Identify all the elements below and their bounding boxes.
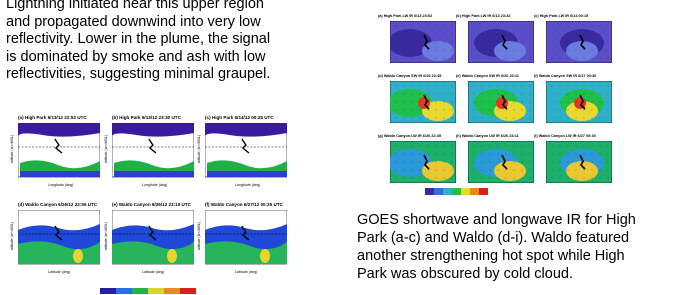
ir-panel — [468, 141, 534, 183]
caption-text: GOES shortwave and longwave IR for High — [357, 212, 636, 229]
y-axis-label: altitude (km MSL) — [104, 222, 108, 250]
panel-title: (b) High Park LW IR 6/13 23:32 — [456, 14, 510, 18]
panel-title: (g) Waldo Canyon LW IR 6/26 22:45 — [378, 134, 441, 138]
x-axis-label: Latitude (deg) — [48, 270, 70, 274]
radar-panel — [18, 123, 100, 182]
ir-panel — [546, 81, 612, 123]
x-axis-label: Latitude (deg) — [142, 270, 164, 274]
y-axis-label: altitude (km MSL) — [197, 135, 201, 163]
panel-title: (a) High Park 6/13/12 22:53 UTC — [18, 115, 87, 120]
radar-panel — [205, 210, 287, 269]
body-text: is dominated by smoke and ash with low — [6, 49, 266, 66]
x-axis-label: Longitude (deg) — [235, 183, 260, 187]
slide: Lightning initiated near this upper regi… — [0, 0, 676, 295]
panel-title: (i) Waldo Canyon LW IR 6/27 00:30 — [534, 134, 596, 138]
x-axis-label: Longitude (deg) — [142, 183, 167, 187]
ir-panel — [390, 21, 456, 63]
body-text: Lightning initiated near this upper regi… — [6, 0, 264, 13]
radar-panel — [18, 210, 100, 269]
caption-text: Park (a-c) and Waldo (d-i). Waldo featur… — [357, 230, 629, 247]
panel-title: (b) High Park 6/13/12 23:30 UTC — [112, 115, 181, 120]
ir-panel — [390, 141, 456, 183]
ir-panel — [468, 21, 534, 63]
colorbar — [425, 188, 489, 195]
y-axis-label: altitude (km MSL) — [10, 222, 14, 250]
panel-title: (e) Waldo Canyon 6/26/12 23:10 UTC — [112, 202, 191, 207]
caption-text: Park was obscured by cold cloud. — [357, 266, 573, 283]
panel-title: (c) High Park 6/14/12 00:25 UTC — [205, 115, 274, 120]
ir-panel — [546, 21, 612, 63]
panel-title: (d) Waldo Canyon SW IR 6/26 22:45 — [378, 74, 441, 78]
ir-panel — [546, 141, 612, 183]
y-axis-label: altitude (km MSL) — [104, 135, 108, 163]
colorbar — [100, 288, 196, 294]
caption-text: another strengthening hot spot while Hig… — [357, 248, 625, 265]
panel-title: (e) Waldo Canyon SW IR 6/26 23:11 — [456, 74, 519, 78]
panel-title: (h) Waldo Canyon LW IR 6/26 23:11 — [456, 134, 519, 138]
y-axis-label: altitude (km MSL) — [197, 222, 201, 250]
y-axis-label: altitude (km MSL) — [10, 135, 14, 163]
ir-panel — [390, 81, 456, 123]
panel-title: (f) Waldo Canyon 6/27/12 00:25 UTC — [205, 202, 283, 207]
radar-panel — [112, 210, 194, 269]
x-axis-label: Latitude (deg) — [235, 270, 257, 274]
body-text: reflectivity. Lower in the plume, the si… — [6, 31, 270, 48]
body-text: and propagated downwind into very low — [6, 14, 261, 31]
ir-panel — [468, 81, 534, 123]
body-text: reflectivities, suggesting minimal graup… — [6, 66, 270, 83]
panel-title: (c) High Park LW IR 6/14 00:15 — [534, 14, 588, 18]
panel-title: (d) Waldo Canyon 6/26/12 22:55 UTC — [18, 202, 97, 207]
x-axis-label: Longitude (deg) — [48, 183, 73, 187]
radar-panel — [112, 123, 194, 182]
panel-title: (a) High Park LW IR 6/13 23:02 — [378, 14, 432, 18]
radar-panel — [205, 123, 287, 182]
panel-title: (f) Waldo Canyon SW IR 6/27 00:30 — [534, 74, 596, 78]
